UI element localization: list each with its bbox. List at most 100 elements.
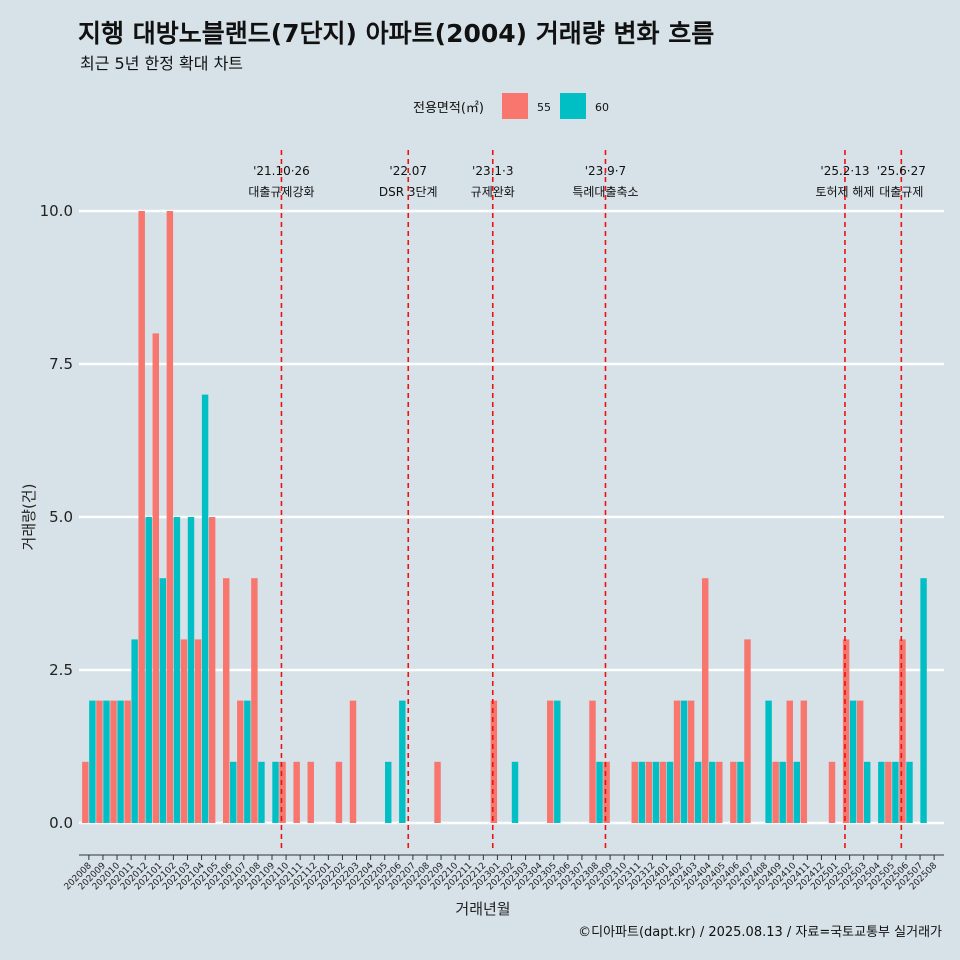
bar-55-202402: [673, 700, 681, 823]
bar-60-202401: [666, 761, 674, 823]
bar-55-202502: [842, 639, 850, 823]
event-description-label: DSR 3단계: [379, 185, 438, 199]
bar-55-202406: [730, 761, 737, 823]
x-axis-title: 거래년월: [455, 900, 510, 918]
bar-60-202409: [779, 761, 786, 823]
bar-55-202409: [772, 761, 779, 823]
bar-55-202505: [885, 761, 892, 823]
bar-60-202206: [399, 700, 406, 823]
bar-55-202111: [293, 761, 300, 823]
bar-60-202410: [793, 761, 801, 823]
event-date-label: '25.2·13: [820, 164, 869, 178]
bar-60-202403: [694, 761, 702, 823]
legend-swatch-60: [560, 93, 586, 119]
bar-55-202305: [547, 700, 554, 823]
bar-55-202102: [166, 211, 174, 823]
bar-55-202410: [786, 700, 793, 823]
bar-55-202506: [899, 639, 906, 823]
event-description-label: 규제완화: [471, 185, 515, 199]
bar-55-202209: [434, 761, 441, 823]
legend-title: 전용면적(㎡): [413, 101, 484, 116]
event-description-label: 대출규제: [879, 185, 923, 199]
bar-55-202107: [237, 700, 244, 823]
event-date-label: '25.6·27: [877, 164, 926, 178]
event-date-label: '22.07: [389, 164, 427, 178]
bars: [82, 211, 927, 823]
bar-60-202102: [173, 517, 181, 823]
bar-55-202110: [279, 761, 286, 823]
bar-55-202202: [335, 761, 343, 823]
legend: 전용면적(㎡) 55 60: [413, 93, 609, 119]
bar-55-202106: [222, 578, 230, 823]
bar-60-202506: [906, 761, 913, 823]
y-axis-title: 거래량(건): [20, 484, 38, 551]
chart-title: 지행 대방노블랜드(7단지) 아파트(2004) 거래량 변화 흐름: [78, 19, 714, 48]
bar-60-202311: [638, 761, 646, 823]
bar-55-202203: [349, 700, 357, 823]
bar-55-202011: [124, 700, 131, 823]
bar-60-202308: [596, 761, 603, 823]
y-tick-label: 5.0: [49, 508, 73, 526]
y-tick-label: 2.5: [49, 661, 73, 679]
event-description-label: 대출규제강화: [248, 185, 314, 199]
bar-55-202309: [603, 761, 610, 823]
event-date-label: '21.10·26: [253, 164, 310, 178]
bar-55-202407: [744, 639, 751, 823]
event-description-label: 토허제 해제: [815, 185, 874, 199]
bar-60-202010: [117, 700, 124, 823]
bar-60-202109: [272, 761, 279, 823]
event-description-label: 특례대출축소: [572, 185, 638, 199]
bar-60-202107: [244, 700, 251, 823]
y-tick-label: 7.5: [49, 355, 73, 373]
bar-55-202405: [716, 761, 723, 823]
bar-60-202402: [680, 700, 688, 823]
bar-55-202301: [490, 700, 498, 823]
bar-55-202105: [208, 517, 216, 823]
bar-55-202403: [687, 700, 695, 823]
legend-label-60: 60: [595, 101, 609, 114]
bar-55-202411: [800, 700, 808, 823]
legend-label-55: 55: [537, 101, 551, 114]
bar-55-202010: [110, 700, 117, 823]
bar-60-202106: [230, 761, 237, 823]
bar-60-202012: [145, 517, 152, 823]
bar-60-202302: [511, 761, 519, 823]
bar-60-202108: [258, 761, 265, 823]
bar-55-202503: [856, 700, 864, 823]
bar-60-202502: [849, 700, 857, 823]
bar-60-202504: [878, 761, 885, 823]
bar-60-202305: [554, 700, 561, 823]
bar-55-202103: [180, 639, 188, 823]
bar-55-202101: [152, 333, 160, 823]
bar-55-202008: [82, 761, 89, 823]
bar-60-202312: [652, 761, 660, 823]
event-date-label: '23.9·7: [585, 164, 626, 178]
bar-60-202011: [131, 639, 138, 823]
bar-60-202406: [737, 761, 744, 823]
bar-55-202012: [138, 211, 145, 823]
event-lines: '21.10·26 대출규제강화 '22.07 DSR 3단계 '23.1·3 규제완화 '…: [248, 150, 926, 851]
chart-subtitle: 최근 5년 한정 확대 차트: [80, 54, 243, 73]
bar-55-202311: [631, 761, 638, 823]
bar-60-202104: [201, 394, 209, 823]
bar-60-202009: [103, 700, 110, 823]
bar-60-202408: [765, 700, 772, 823]
bar-55-202308: [589, 700, 596, 823]
bar-55-202112: [307, 761, 314, 823]
bar-60-202505: [892, 761, 899, 823]
bar-55-202501: [828, 761, 836, 823]
bar-55-202009: [96, 700, 103, 823]
legend-swatch-55: [502, 93, 528, 119]
bar-60-202205: [385, 761, 392, 823]
y-axis-ticks: 0.0 2.5 5.0 7.5 10.0: [40, 202, 73, 832]
bar-60-202404: [709, 761, 716, 823]
y-tick-label: 0.0: [49, 814, 73, 832]
bar-60-202101: [159, 578, 167, 823]
bar-55-202108: [251, 578, 258, 823]
bar-60-202008: [89, 700, 96, 823]
bar-55-202401: [659, 761, 667, 823]
caption: ©디아파트(dapt.kr) / 2025.08.13 / 자료=국토교통부 실…: [578, 925, 942, 940]
bar-55-202104: [194, 639, 202, 823]
bar-60-202503: [863, 761, 871, 823]
